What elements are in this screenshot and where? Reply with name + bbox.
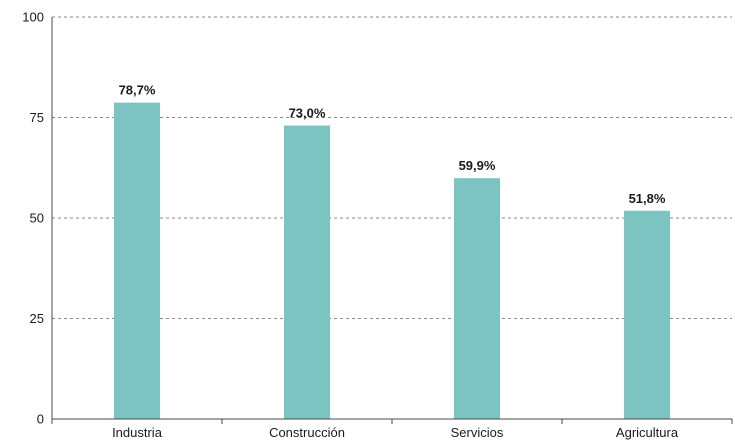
bar-construcción (284, 125, 330, 419)
labels: 0 25 50 75 100 78,7% Industria 73,0% Construcció… (22, 10, 679, 441)
bar-servicios (454, 178, 500, 419)
y-tick-label: 75 (30, 110, 44, 125)
data-label: 73,0% (289, 106, 326, 121)
x-tick-label: Industria (112, 425, 163, 440)
data-label: 51,8% (629, 191, 666, 206)
y-tick-label: 100 (22, 10, 44, 25)
y-tick-label: 25 (30, 311, 44, 326)
x-tick-label: Servicios (451, 425, 504, 440)
y-tick-label: 0 (37, 412, 44, 427)
axes (51, 17, 733, 424)
x-tick-label: Agricultura (616, 425, 679, 440)
bar-industria (114, 102, 160, 419)
data-label: 78,7% (119, 83, 156, 98)
bars (114, 102, 670, 419)
x-tick-label: Construcción (269, 425, 345, 440)
gridlines (52, 16, 732, 319)
y-tick-label: 50 (30, 211, 44, 226)
bar-agricultura (624, 210, 670, 419)
data-label: 59,9% (459, 158, 496, 173)
